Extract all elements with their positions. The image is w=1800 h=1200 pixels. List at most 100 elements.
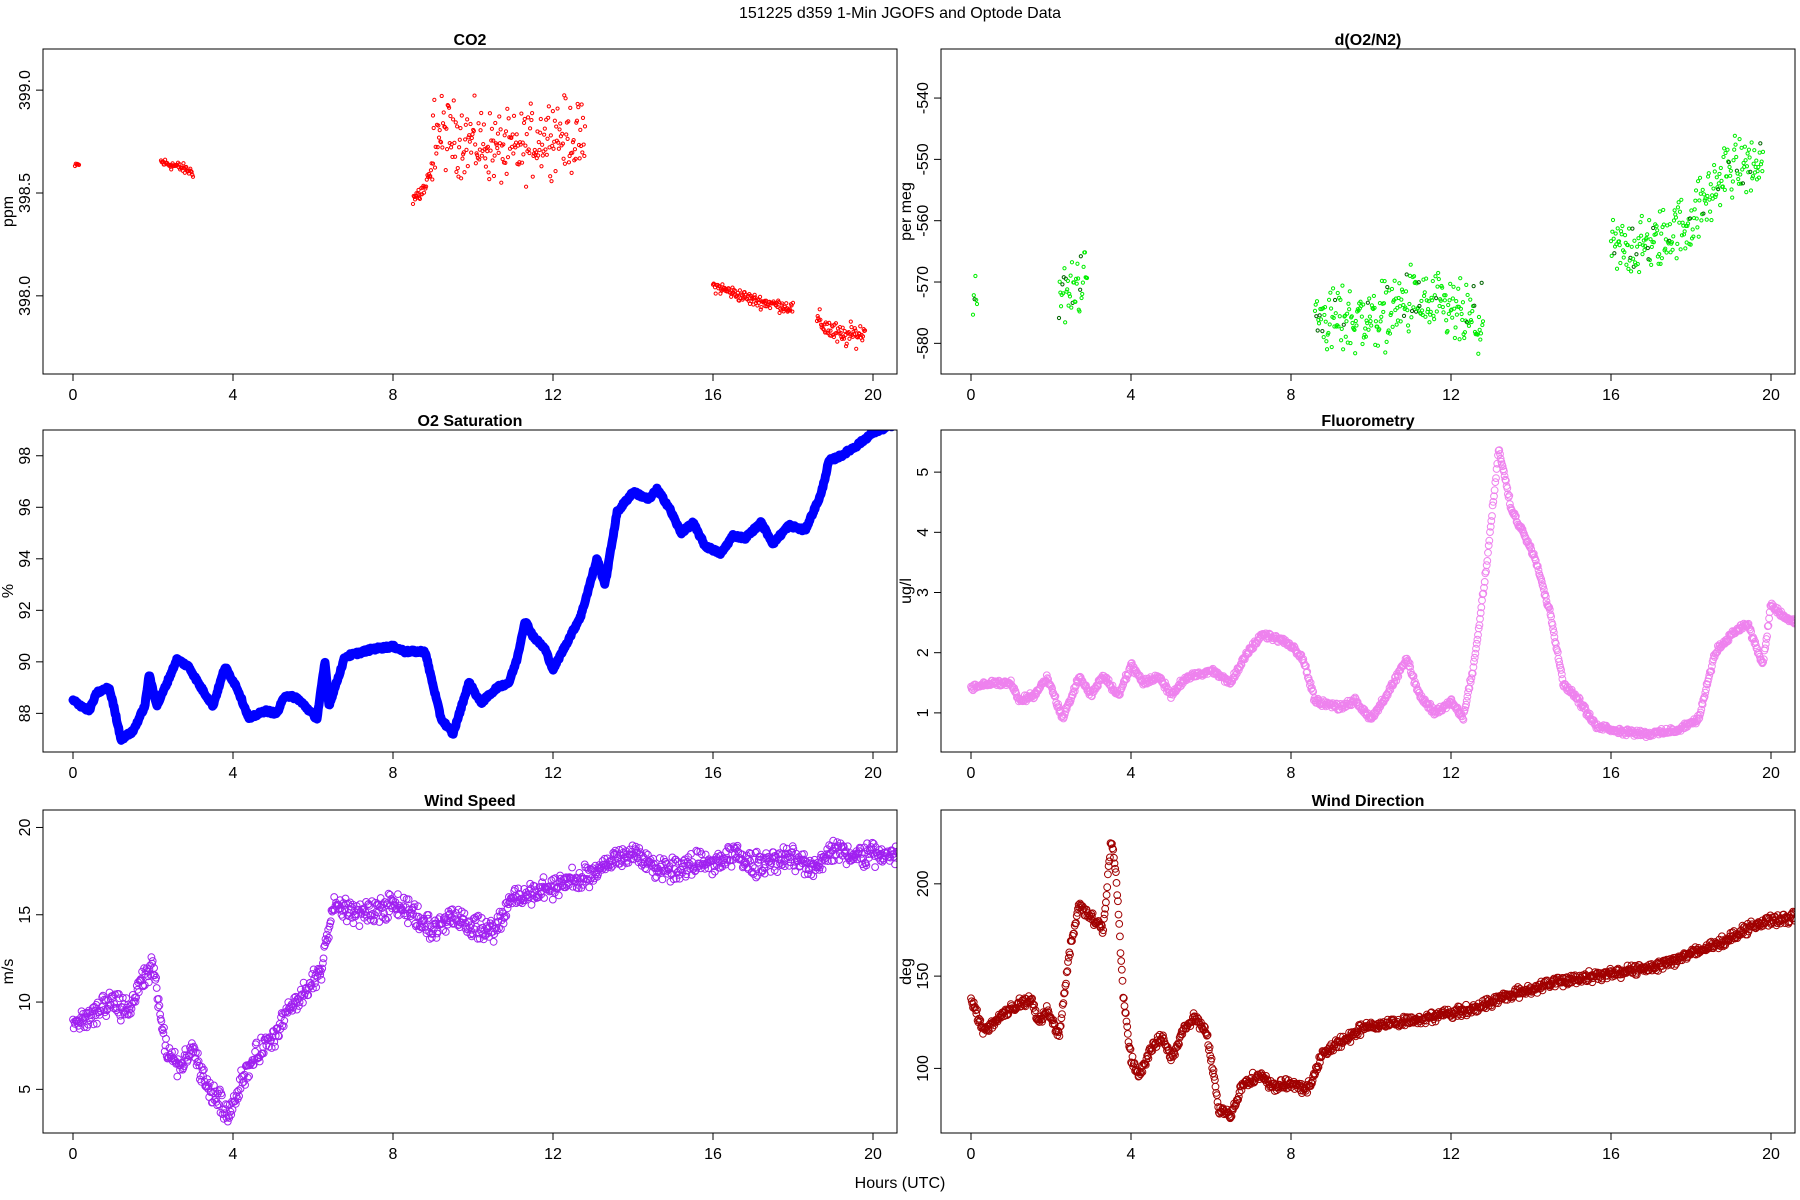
data-point	[1307, 685, 1316, 693]
data-point	[501, 912, 509, 921]
y-axis-label: deg	[898, 958, 915, 985]
data-point	[507, 894, 516, 903]
data-point	[1691, 234, 1696, 239]
data-point	[1720, 184, 1725, 189]
y-tick-label: 1	[915, 708, 932, 717]
data-point	[102, 1012, 111, 1020]
data-point	[214, 1100, 223, 1109]
data-point	[1655, 228, 1660, 233]
data-point	[1114, 910, 1123, 919]
data-point	[568, 863, 576, 872]
data-point	[878, 857, 887, 866]
data-point	[569, 170, 574, 175]
data-point	[1459, 715, 1468, 724]
data-point	[519, 111, 524, 116]
data-point	[235, 1092, 244, 1101]
data-point	[1532, 561, 1541, 570]
data-point	[489, 937, 498, 946]
data-point	[1119, 994, 1128, 1003]
data-point	[1673, 215, 1679, 220]
data-point	[1639, 213, 1644, 219]
data-point	[1548, 621, 1557, 629]
data-point	[1312, 308, 1318, 314]
data-point	[1740, 167, 1745, 172]
data-point	[181, 161, 186, 166]
data-point	[452, 140, 457, 145]
data-point	[1478, 331, 1484, 336]
data-point	[1498, 462, 1507, 471]
data-point	[1539, 585, 1548, 594]
data-point	[683, 858, 692, 866]
data-point	[85, 1006, 93, 1015]
data-point	[1679, 197, 1684, 202]
data-point	[439, 93, 444, 99]
data-point	[556, 140, 561, 145]
data-point	[1064, 289, 1069, 294]
data-point	[1343, 334, 1348, 339]
data-point	[761, 299, 767, 304]
data-point	[572, 147, 578, 152]
data-point	[1743, 158, 1748, 163]
data-point	[1427, 320, 1432, 325]
data-point	[237, 1072, 246, 1081]
data-point	[1369, 323, 1374, 328]
data-point	[828, 328, 833, 333]
data-point	[438, 139, 443, 144]
data-point	[1303, 1088, 1312, 1097]
data-point	[971, 293, 976, 298]
data-point	[410, 903, 418, 911]
data-point	[477, 914, 486, 922]
data-point	[1472, 639, 1481, 648]
data-point	[465, 164, 470, 169]
data-point	[564, 132, 569, 137]
data-point	[1615, 226, 1620, 231]
data-point	[530, 111, 535, 116]
data-point	[1387, 331, 1393, 336]
data-point	[1533, 562, 1542, 570]
data-point	[1316, 1058, 1324, 1067]
data-point	[1657, 209, 1662, 214]
data-point	[1731, 158, 1736, 163]
data-point	[487, 916, 495, 925]
data-point	[278, 1021, 287, 1030]
data-point	[1708, 209, 1713, 214]
data-point	[483, 156, 488, 161]
data-point	[1727, 164, 1732, 170]
plot-area	[970, 133, 1766, 356]
data-point	[525, 115, 531, 120]
data-point	[563, 96, 568, 101]
data-point	[434, 151, 439, 156]
data-point	[192, 1061, 201, 1070]
data-point	[1685, 223, 1690, 228]
y-tick-label: 150	[915, 963, 932, 990]
data-point	[1614, 266, 1620, 271]
data-point	[1403, 289, 1409, 294]
data-point	[530, 882, 539, 891]
data-point	[1472, 644, 1480, 653]
data-point	[1457, 337, 1462, 342]
x-tick-label: 16	[1602, 765, 1620, 782]
data-point	[1384, 339, 1389, 344]
data-point	[1207, 1054, 1216, 1063]
data-point	[974, 297, 979, 303]
data-point	[446, 105, 452, 110]
data-point	[155, 1001, 164, 1010]
data-point	[1630, 256, 1636, 261]
data-point	[1500, 467, 1508, 476]
data-point	[1585, 709, 1594, 718]
data-point	[1122, 675, 1131, 683]
data-point	[818, 865, 827, 874]
data-point	[1467, 674, 1476, 683]
y-tick-label: 399.0	[17, 70, 34, 110]
data-point	[430, 177, 435, 182]
data-point	[973, 273, 978, 279]
data-point	[1534, 566, 1543, 574]
data-point	[1063, 276, 1068, 281]
data-point	[852, 331, 857, 337]
series-line	[68, 430, 895, 745]
data-point	[1114, 897, 1122, 906]
data-point	[1377, 327, 1382, 332]
y-tick-label: 100	[915, 1055, 932, 1082]
data-point	[527, 150, 532, 156]
